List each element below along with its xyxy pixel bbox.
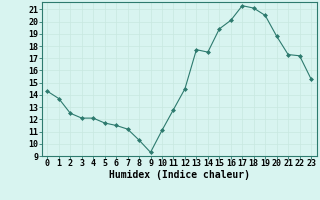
X-axis label: Humidex (Indice chaleur): Humidex (Indice chaleur) [109,170,250,180]
